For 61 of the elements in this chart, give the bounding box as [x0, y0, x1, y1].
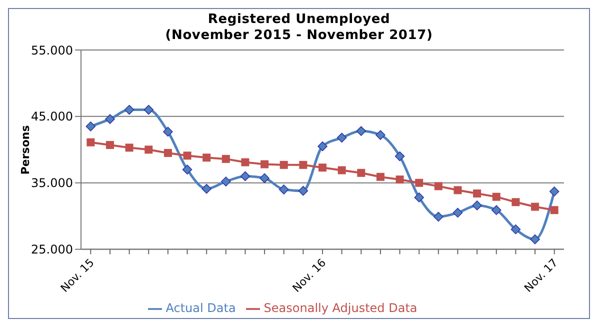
y-tick-label: 45.000 [31, 110, 73, 124]
point [124, 104, 134, 115]
point [125, 144, 134, 152]
point [222, 154, 230, 163]
point [338, 166, 346, 174]
point [394, 151, 405, 162]
point [144, 104, 154, 115]
point [298, 186, 308, 196]
point [106, 140, 114, 149]
point [299, 160, 308, 169]
point [164, 148, 172, 157]
point [318, 141, 328, 152]
y-axis-title: Persons [18, 124, 32, 175]
legend-label: Actual Data [166, 301, 236, 316]
point [357, 168, 366, 177]
point [240, 171, 250, 182]
point [531, 202, 540, 211]
point [221, 176, 231, 186]
point [105, 114, 115, 124]
point [376, 130, 386, 140]
point [202, 154, 211, 162]
point [454, 186, 462, 194]
legend-label: Seasonally Adjusted Data [264, 301, 418, 316]
point [549, 186, 560, 196]
y-tick-label: 55.000 [31, 43, 73, 58]
point [86, 138, 95, 146]
point [512, 198, 520, 206]
y-tick-label: 25.000 [31, 242, 73, 257]
x-tick-label: Nov. 15 [58, 256, 97, 295]
point [472, 200, 482, 210]
y-tick-label: 35.000 [31, 176, 73, 190]
point [356, 126, 366, 136]
point [202, 184, 212, 194]
point [396, 176, 404, 184]
point [183, 152, 192, 160]
point [491, 205, 502, 215]
point [434, 182, 442, 190]
chart-title: Registered Unemployed (November 2015 - November 2017) [164, 12, 434, 44]
point [86, 121, 96, 132]
point [280, 160, 288, 169]
point [415, 178, 424, 187]
point [550, 206, 558, 214]
point [144, 146, 153, 154]
point [260, 173, 270, 184]
point [452, 208, 463, 218]
point [414, 192, 424, 202]
point [530, 234, 540, 244]
point [336, 132, 347, 143]
point [182, 164, 192, 174]
point [318, 164, 326, 172]
point [278, 184, 289, 194]
point [163, 126, 173, 137]
x-tick-label: Nov. 17 [522, 256, 560, 295]
point [241, 158, 250, 166]
point [510, 224, 521, 234]
point [376, 172, 384, 181]
point [473, 189, 482, 198]
point [492, 192, 500, 201]
point [260, 160, 269, 168]
point [434, 212, 444, 222]
x-tick-label: Nov. 16 [290, 256, 329, 295]
